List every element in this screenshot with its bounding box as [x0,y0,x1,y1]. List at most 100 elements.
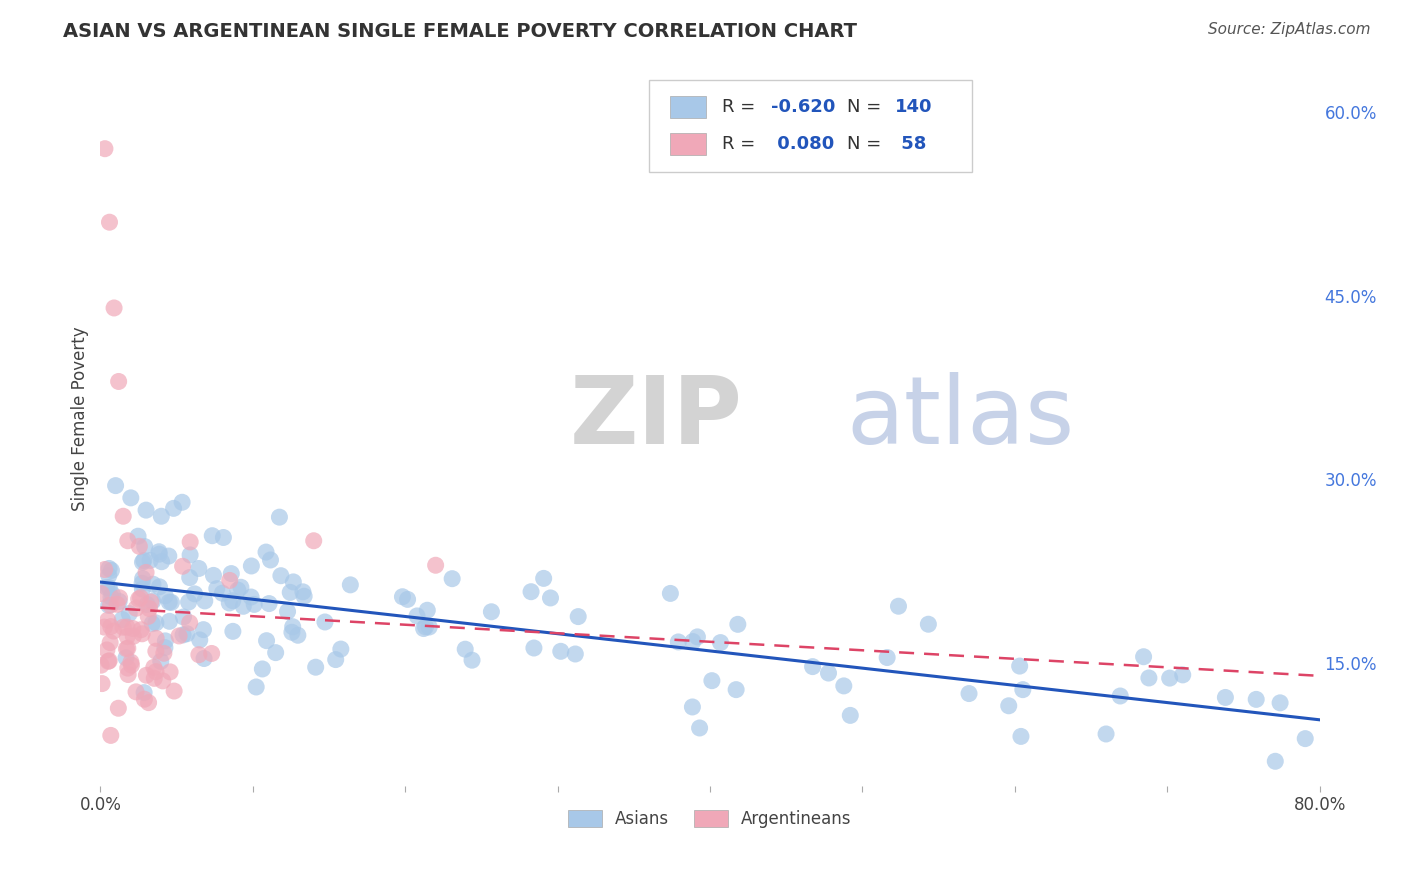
Point [134,692,156,706]
Point [681,700,703,714]
Point [240,558,263,573]
Point [305,660,328,674]
Point [240,590,263,604]
Point [1137,671,1160,685]
Point [257,597,280,611]
Text: ZIP: ZIP [569,372,742,464]
Point [817,666,839,681]
Point [98,654,121,668]
Point [139,553,162,567]
Text: atlas: atlas [846,372,1074,464]
Point [1011,682,1033,697]
Point [157,595,180,609]
Point [287,628,309,642]
Text: N =: N = [846,98,887,116]
Point [143,671,166,685]
Point [145,615,167,630]
Point [117,533,139,548]
Point [339,578,361,592]
Point [277,605,299,619]
Point [138,696,160,710]
Point [100,619,122,633]
Point [141,616,163,631]
Point [136,609,159,624]
Point [105,597,128,611]
Point [183,587,205,601]
Point [205,582,228,596]
Point [412,622,434,636]
Point [128,539,150,553]
Point [94,142,117,156]
Point [1095,727,1118,741]
Point [1132,649,1154,664]
Point [104,478,127,492]
Point [689,721,711,735]
Point [325,652,347,666]
Point [131,572,153,586]
Point [201,647,224,661]
Point [425,558,447,573]
Point [132,553,155,567]
Point [138,601,160,615]
Point [125,601,148,615]
Point [666,635,689,649]
Point [172,628,194,642]
Point [1264,754,1286,768]
Point [139,595,162,609]
Point [121,622,143,636]
Point [1109,689,1132,703]
Point [179,615,201,630]
Point [218,596,240,610]
Point [93,562,115,576]
Point [550,644,572,658]
Point [221,566,243,581]
Point [96,581,118,595]
Point [134,685,156,699]
Point [564,647,586,661]
Point [150,555,173,569]
Point [162,501,184,516]
Point [682,634,704,648]
Point [131,582,153,596]
Point [201,529,224,543]
Point [187,648,209,662]
Point [211,586,233,600]
Y-axis label: Single Female Poverty: Single Female Poverty [72,326,89,510]
Point [145,632,167,646]
Point [125,685,148,699]
Point [112,509,135,524]
Point [212,531,235,545]
Point [172,559,194,574]
Point [187,561,209,575]
Point [406,609,429,624]
Point [153,646,176,660]
Legend: Asians, Argentineans: Asians, Argentineans [560,801,860,837]
Point [1159,671,1181,685]
Point [145,644,167,658]
Point [727,617,749,632]
Point [120,491,142,505]
Point [281,625,304,640]
Point [136,598,159,612]
Point [100,563,122,577]
Point [157,549,180,563]
Point [97,599,120,613]
Point [160,595,183,609]
Point [155,633,177,648]
Point [120,655,142,669]
Point [179,570,201,584]
Point [269,510,291,524]
Point [108,594,131,608]
Text: ASIAN VS ARGENTINEAN SINGLE FEMALE POVERTY CORRELATION CHART: ASIAN VS ARGENTINEAN SINGLE FEMALE POVER… [63,22,858,41]
Point [131,627,153,641]
Point [90,658,112,673]
Point [193,623,215,637]
Point [159,615,181,629]
Point [283,574,305,589]
Point [292,589,315,603]
Point [832,679,855,693]
Point [98,561,121,575]
Point [115,641,138,656]
Point [172,495,194,509]
Point [129,623,152,637]
